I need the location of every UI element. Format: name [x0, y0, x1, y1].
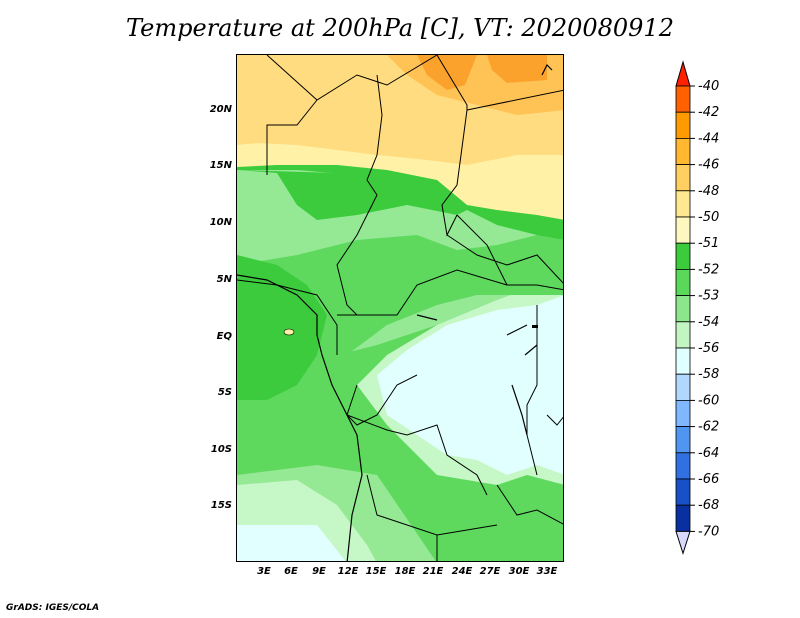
lat-label: 10N — [209, 217, 232, 228]
colorbar-segment — [675, 164, 691, 192]
colorbar-segment — [675, 347, 691, 375]
lat-label: 15S — [210, 500, 232, 511]
lat-label: 5S — [217, 387, 232, 398]
colorbar-label: -58 — [698, 367, 719, 382]
colorbar-label: -68 — [698, 498, 719, 513]
colorbar-label: -54 — [698, 315, 719, 330]
colorbar-label: -53 — [698, 289, 719, 304]
colorbar-label: -70 — [698, 524, 719, 539]
colorbar-segment — [675, 137, 691, 165]
map-shading — [237, 55, 563, 561]
zone-46-east — [487, 55, 547, 83]
lat-label: EQ — [216, 331, 232, 342]
lon-label: 24E — [451, 566, 473, 577]
colorbar-label: -66 — [698, 472, 719, 487]
island — [283, 328, 295, 336]
temperature-map — [236, 54, 564, 562]
colorbar-segment — [675, 426, 691, 454]
colorbar-top-arrow — [675, 60, 691, 87]
lon-label: 27E — [479, 566, 501, 577]
colorbar-label: -62 — [698, 420, 719, 435]
colorbar-label: -44 — [698, 131, 719, 146]
lat-label: 5N — [216, 274, 232, 285]
coastline — [237, 63, 553, 561]
colorbar-label: -52 — [698, 262, 719, 277]
colorbar-label: -40 — [698, 79, 719, 94]
colorbar-label: -60 — [698, 393, 719, 408]
lon-label: 21E — [422, 566, 444, 577]
colorbar-label: -48 — [698, 184, 719, 199]
grads-credit: GrADS: IGES/COLA — [6, 603, 100, 613]
colorbar-segment — [675, 216, 691, 244]
country-borders — [237, 55, 563, 561]
colorbar-segment — [675, 295, 691, 323]
colorbar-segment — [675, 242, 691, 270]
colorbar-segment — [675, 268, 691, 296]
lon-label: 12E — [337, 566, 359, 577]
colorbar-segment — [675, 190, 691, 218]
chart-title: Temperature at 200hPa [C], VT: 202008091… — [126, 14, 674, 42]
zone-53-mid — [237, 230, 563, 395]
colorbar-label: -42 — [698, 105, 719, 120]
colorbar-segment — [675, 111, 691, 139]
colorbar-label: -50 — [698, 210, 719, 225]
lon-label: 33E — [536, 566, 558, 577]
colorbar-label: -51 — [698, 236, 719, 251]
lat-label: 15N — [209, 160, 232, 171]
colorbar-label: -46 — [698, 158, 719, 173]
colorbar-label: -56 — [698, 341, 719, 356]
colorbar-segment — [675, 399, 691, 427]
colorbar-label: -64 — [698, 446, 719, 461]
lon-label: 9E — [312, 566, 326, 577]
colorbar-segment — [675, 452, 691, 480]
lon-label: 15E — [365, 566, 387, 577]
colorbar-bottom-arrow — [675, 530, 691, 556]
colorbar-segment — [675, 504, 691, 532]
zone-52-west — [237, 255, 327, 400]
colorbar-segment — [675, 478, 691, 506]
lat-label: 10S — [210, 444, 232, 455]
zone-55-sw — [237, 480, 376, 561]
zone-52-inner — [237, 170, 477, 220]
colorbar-segment — [675, 373, 691, 401]
lake — [532, 325, 538, 328]
colorbar-segment — [675, 85, 691, 113]
lon-label: 3E — [257, 566, 271, 577]
lon-label: 6E — [284, 566, 298, 577]
lat-label: 20N — [209, 104, 232, 115]
colorbar-segment — [675, 321, 691, 349]
lon-label: 30E — [508, 566, 530, 577]
zone-56 — [377, 295, 563, 475]
lon-label: 18E — [394, 566, 416, 577]
